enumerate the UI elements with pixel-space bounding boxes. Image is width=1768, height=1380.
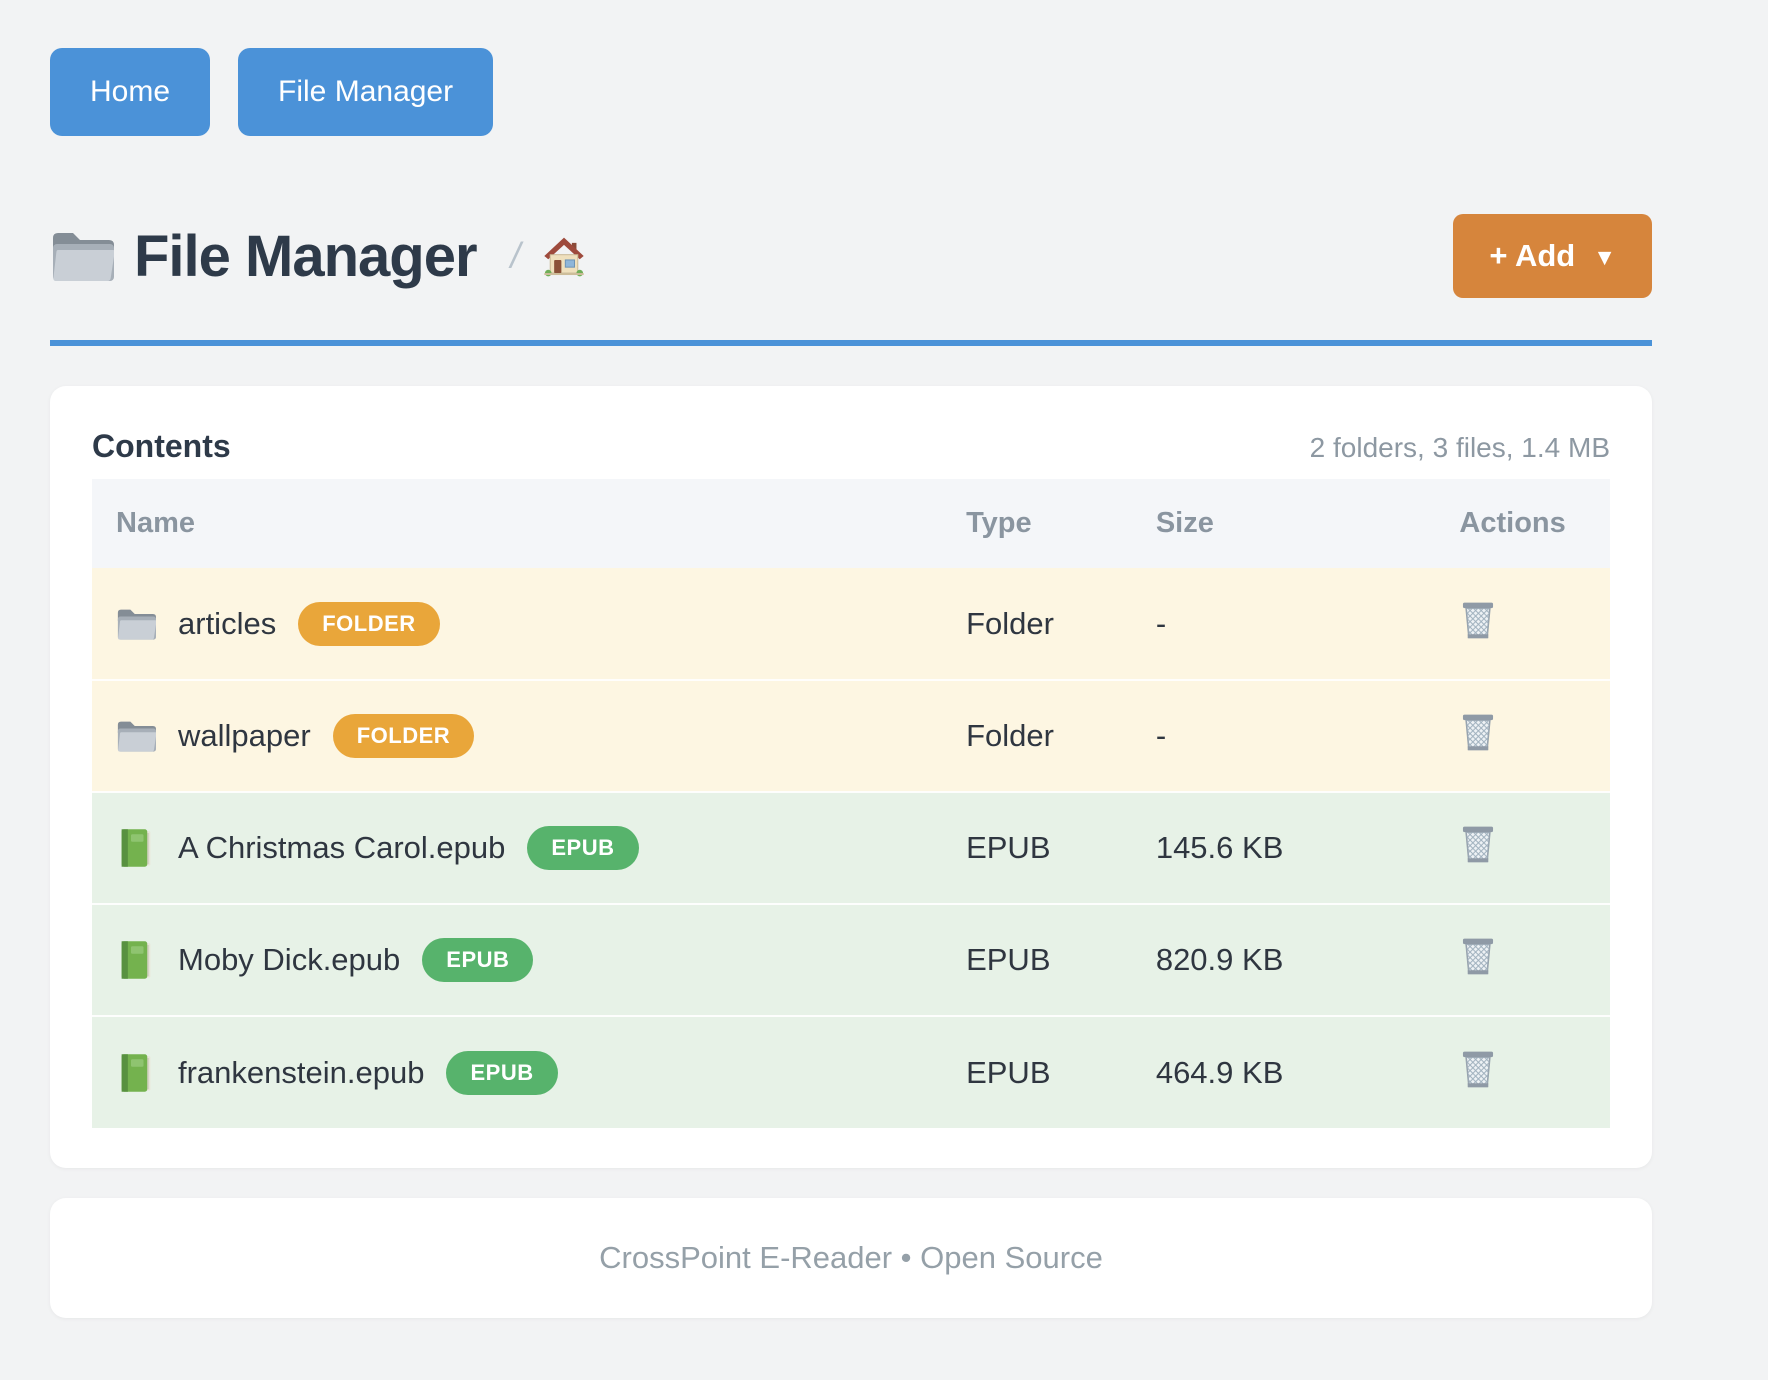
page: Home File Manager File Manager / + Add ▼… — [50, 0, 1652, 1318]
add-button[interactable]: + Add ▼ — [1453, 214, 1652, 298]
folder-icon — [116, 716, 156, 756]
title-wrap: File Manager / — [50, 223, 585, 290]
column-header-actions: Actions — [1435, 479, 1610, 568]
breadcrumb-separator: / — [511, 235, 521, 277]
table-row[interactable]: Moby Dick.epub EPUB EPUB 820.9 KB — [92, 904, 1610, 1016]
delete-button[interactable] — [1459, 823, 1497, 865]
files-table-body: articles FOLDER Folder - wallpaper FOLDE… — [92, 568, 1610, 1128]
folder-icon — [116, 604, 156, 644]
file-size: - — [1132, 680, 1436, 792]
file-name[interactable]: wallpaper — [178, 718, 311, 754]
delete-button[interactable] — [1459, 1048, 1497, 1090]
delete-button[interactable] — [1459, 935, 1497, 977]
contents-card-header: Contents 2 folders, 3 files, 1.4 MB — [92, 428, 1610, 465]
type-badge: EPUB — [422, 938, 533, 982]
footer-text: CrossPoint E-Reader • Open Source — [599, 1240, 1103, 1275]
book-icon — [116, 940, 156, 980]
page-header: File Manager / + Add ▼ — [50, 214, 1652, 298]
table-row[interactable]: A Christmas Carol.epub EPUB EPUB 145.6 K… — [92, 792, 1610, 904]
page-title: File Manager — [134, 223, 477, 290]
column-header-size: Size — [1132, 479, 1436, 568]
file-size: 145.6 KB — [1132, 792, 1436, 904]
file-size: - — [1132, 568, 1436, 680]
nav-home-button[interactable]: Home — [50, 48, 210, 136]
trash-icon — [1459, 1048, 1497, 1090]
trash-icon — [1459, 823, 1497, 865]
footer: CrossPoint E-Reader • Open Source — [50, 1198, 1652, 1318]
file-name[interactable]: articles — [178, 606, 276, 642]
contents-summary: 2 folders, 3 files, 1.4 MB — [1310, 432, 1610, 464]
book-icon — [116, 1053, 156, 1093]
column-header-name: Name — [92, 479, 942, 568]
title-divider — [50, 340, 1652, 346]
table-row[interactable]: articles FOLDER Folder - — [92, 568, 1610, 680]
file-type: Folder — [942, 680, 1132, 792]
type-badge: FOLDER — [333, 714, 474, 758]
table-row[interactable]: frankenstein.epub EPUB EPUB 464.9 KB — [92, 1016, 1610, 1128]
delete-button[interactable] — [1459, 711, 1497, 753]
file-type: EPUB — [942, 904, 1132, 1016]
folder-icon — [50, 228, 114, 284]
type-badge: FOLDER — [298, 602, 439, 646]
delete-button[interactable] — [1459, 599, 1497, 641]
files-table: Name Type Size Actions articles FOLDER F… — [92, 479, 1610, 1128]
file-size: 464.9 KB — [1132, 1016, 1436, 1128]
file-size: 820.9 KB — [1132, 904, 1436, 1016]
column-header-type: Type — [942, 479, 1132, 568]
trash-icon — [1459, 711, 1497, 753]
breadcrumb-nav: Home File Manager — [50, 48, 1652, 136]
caret-down-icon: ▼ — [1593, 241, 1616, 271]
file-name[interactable]: Moby Dick.epub — [178, 942, 400, 978]
type-badge: EPUB — [527, 826, 638, 870]
contents-card: Contents 2 folders, 3 files, 1.4 MB Name… — [50, 386, 1652, 1168]
table-row[interactable]: wallpaper FOLDER Folder - — [92, 680, 1610, 792]
type-badge: EPUB — [446, 1051, 557, 1095]
trash-icon — [1459, 599, 1497, 641]
book-icon — [116, 828, 156, 868]
file-name[interactable]: A Christmas Carol.epub — [178, 830, 505, 866]
home-icon[interactable] — [543, 235, 585, 277]
file-type: EPUB — [942, 792, 1132, 904]
contents-heading: Contents — [92, 428, 231, 465]
file-name[interactable]: frankenstein.epub — [178, 1055, 424, 1091]
add-button-label: + Add — [1489, 238, 1575, 274]
nav-file-manager-button[interactable]: File Manager — [238, 48, 493, 136]
file-type: EPUB — [942, 1016, 1132, 1128]
trash-icon — [1459, 935, 1497, 977]
file-type: Folder — [942, 568, 1132, 680]
table-header-row: Name Type Size Actions — [92, 479, 1610, 568]
